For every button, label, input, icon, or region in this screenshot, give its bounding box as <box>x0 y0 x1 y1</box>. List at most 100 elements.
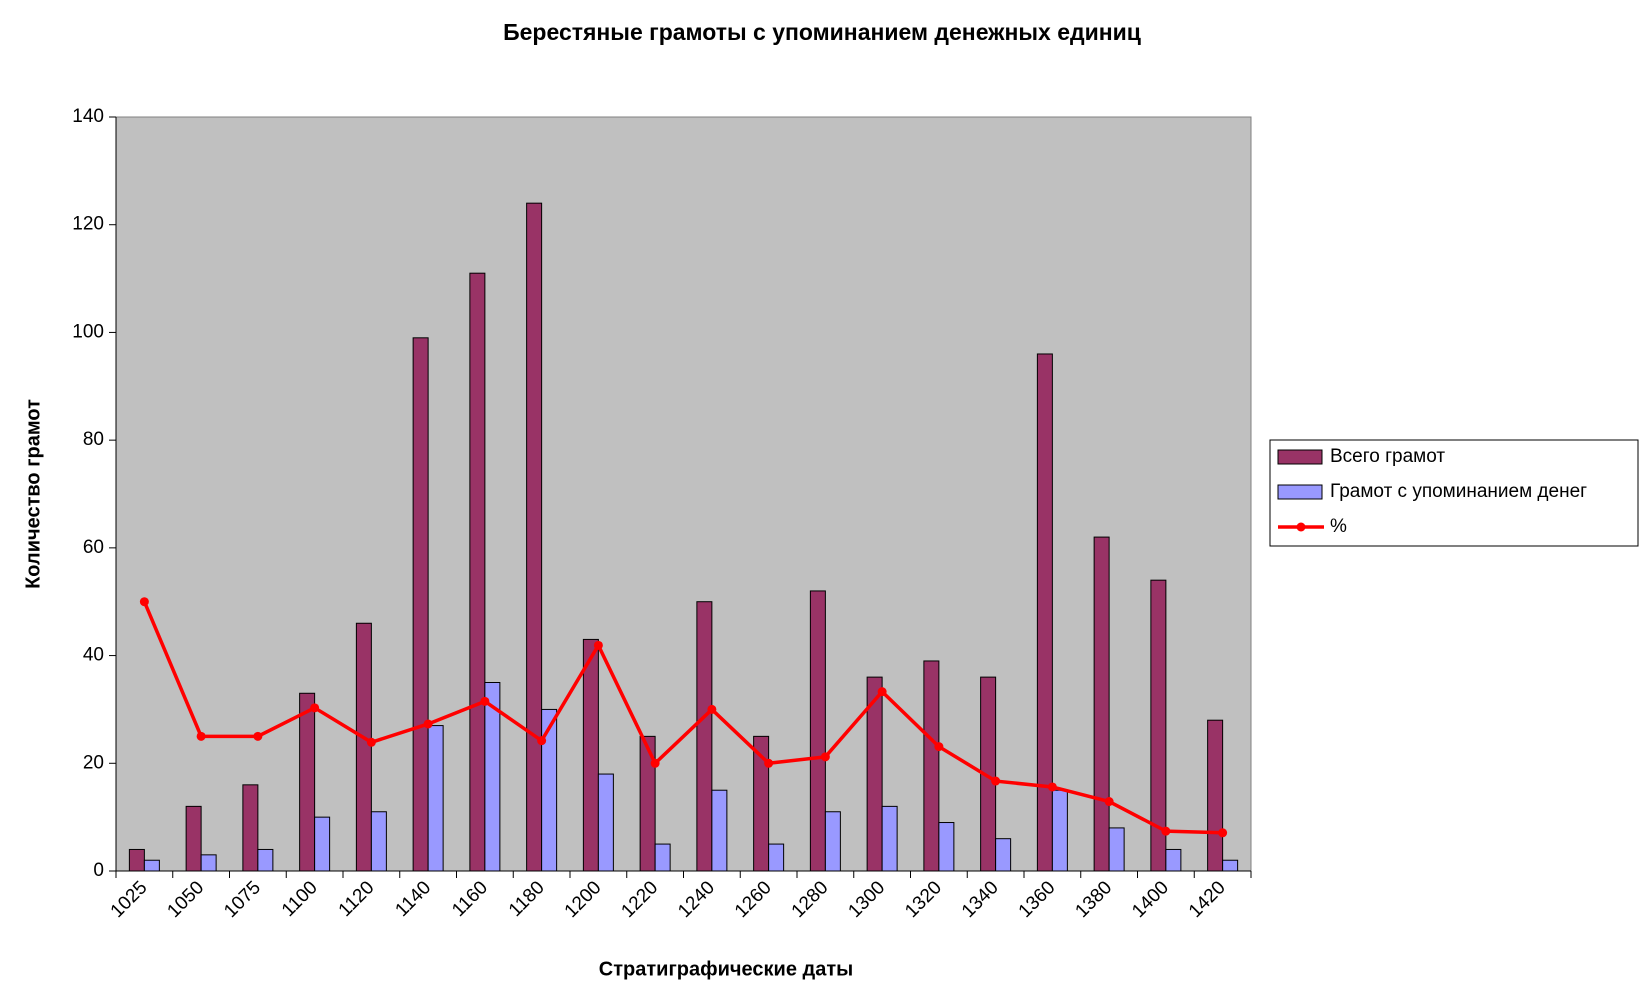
y-tick-label: 100 <box>72 321 104 342</box>
legend-label: Всего грамот <box>1330 446 1445 467</box>
line-marker <box>593 640 603 650</box>
bar <box>355 622 372 872</box>
bar <box>541 708 558 872</box>
y-axis-title: Количество грамот <box>22 399 44 589</box>
x-tick-label: 1100 <box>278 877 322 921</box>
legend-label: Грамот с упоминанием денег <box>1330 481 1587 502</box>
x-tick-label: 1380 <box>1071 877 1116 922</box>
bar <box>1207 719 1224 872</box>
bar <box>1165 848 1182 872</box>
line-marker <box>764 758 774 768</box>
bar <box>1093 536 1110 872</box>
legend-swatch <box>1277 449 1323 465</box>
x-tick-label: 1340 <box>958 877 1003 922</box>
x-tick-label: 1050 <box>163 877 208 922</box>
bar <box>1051 789 1068 872</box>
line <box>142 601 1223 835</box>
bar <box>768 843 785 872</box>
x-tick-label: 1075 <box>220 877 265 922</box>
legend-box <box>1269 439 1639 547</box>
x-tick-label: 1420 <box>1185 877 1230 922</box>
x-tick-label: 1025 <box>107 877 152 922</box>
y-tick-label: 120 <box>72 214 104 235</box>
bar <box>711 789 728 872</box>
legend: Всего грамот Грамот с упоминанием денег% <box>1277 446 1587 537</box>
legend-marker <box>1296 522 1306 532</box>
bar <box>185 805 202 872</box>
x-tick-label: 1140 <box>391 877 435 921</box>
bar <box>427 725 444 872</box>
bar <box>1036 353 1053 872</box>
line-marker <box>423 719 433 729</box>
y-tick-label: 60 <box>83 537 104 558</box>
plot-background <box>115 116 1252 872</box>
bar <box>980 676 997 872</box>
bar <box>824 811 841 872</box>
line-marker <box>1161 826 1171 836</box>
x-tick-label: 1260 <box>731 877 776 922</box>
bar <box>128 848 145 872</box>
x-axis-title: Стратиграфические даты <box>599 958 853 980</box>
x-tick-label: 1320 <box>901 877 946 922</box>
bar <box>696 601 713 872</box>
line-marker <box>1047 782 1057 792</box>
y-tick-label: 80 <box>83 429 104 450</box>
bar <box>143 859 160 872</box>
bar <box>412 337 429 872</box>
bar <box>995 838 1012 872</box>
x-tick-label: 1360 <box>1015 877 1060 922</box>
y-tick-label: 140 <box>72 106 104 127</box>
x-tick-label: 1280 <box>788 877 833 922</box>
y-tick-label: 40 <box>83 645 104 666</box>
x-tick-label: 1160 <box>448 877 492 921</box>
bar <box>597 773 614 872</box>
bar <box>469 272 486 872</box>
x-tick-label: 1120 <box>335 877 379 921</box>
x-tick-label: 1200 <box>561 877 606 922</box>
x-tick-label: 1240 <box>674 877 719 922</box>
line-marker <box>650 758 660 768</box>
bar <box>1222 859 1239 872</box>
bar <box>753 735 770 872</box>
bar <box>582 638 599 872</box>
bar <box>526 202 543 872</box>
line-marker <box>707 704 717 714</box>
legend-label: % <box>1330 516 1347 537</box>
y-tick-label: 20 <box>83 752 104 773</box>
line-marker <box>991 776 1001 786</box>
line-marker <box>877 687 887 697</box>
line-marker <box>537 736 547 746</box>
line-marker <box>820 752 830 762</box>
line-marker <box>1218 828 1228 838</box>
bar <box>881 805 898 872</box>
legend-swatch <box>1277 484 1323 500</box>
bar <box>639 735 656 872</box>
bar <box>1108 827 1125 872</box>
bar <box>299 692 316 872</box>
chart-title: Берестяные грамоты с упоминанием денежны… <box>503 19 1141 45</box>
x-tick-label: 1180 <box>505 877 549 921</box>
bar <box>923 660 940 872</box>
line-marker <box>1104 797 1114 807</box>
bar <box>370 811 387 872</box>
x-tick-label: 1220 <box>617 877 662 922</box>
x-tick-label: 1400 <box>1128 877 1173 922</box>
bar <box>1150 579 1167 872</box>
bar <box>809 590 826 872</box>
bar <box>200 854 217 872</box>
bar <box>654 843 671 872</box>
bar <box>938 822 955 872</box>
bar <box>484 682 501 872</box>
line-marker <box>196 731 206 741</box>
y-tick-label: 0 <box>93 860 104 881</box>
x-tick-label: 1300 <box>844 877 889 922</box>
line-marker <box>366 737 376 747</box>
bar <box>257 848 274 872</box>
line-marker <box>253 731 263 741</box>
bar <box>866 676 883 872</box>
line-marker <box>480 696 490 706</box>
line-marker <box>310 703 320 713</box>
plot-area: 0 20 40 60 80 100 120 140 1025 1050 1075 1100 1120 11… <box>72 106 1252 922</box>
